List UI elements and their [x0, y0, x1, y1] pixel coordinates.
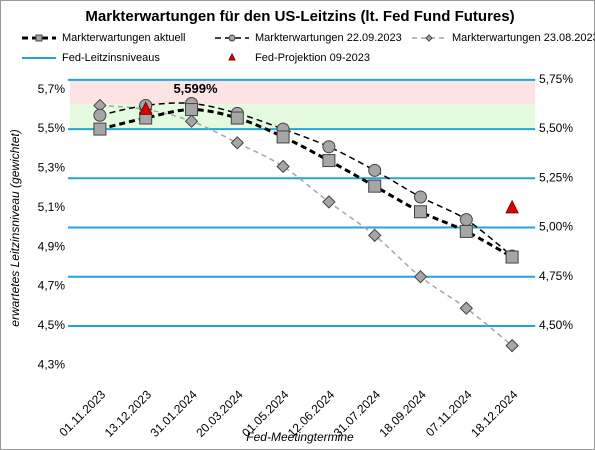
marker-circle — [228, 34, 236, 42]
marker-diamond — [230, 136, 245, 150]
y-tick-label: 5,1% — [38, 200, 66, 214]
legend-label: Fed-Projektion 09-2023 — [255, 52, 370, 64]
marker-circle — [322, 140, 336, 154]
y-tick-label: 4,9% — [38, 239, 66, 253]
marker-diamond — [459, 301, 474, 315]
legend-label: Markterwartungen 23.08.2023 — [452, 32, 595, 44]
value-label: 5,599% — [173, 81, 218, 96]
marker-diamond — [184, 114, 199, 128]
y-tick-label: 4,7% — [38, 279, 66, 293]
marker-circle — [414, 190, 427, 204]
y-tick-label: 5,7% — [38, 82, 66, 96]
marker-square — [230, 111, 244, 125]
marker-diamond — [322, 195, 336, 209]
y-tick-label: 5,5% — [38, 121, 66, 135]
y2-tick-label: 5,25% — [539, 170, 573, 184]
marker-circle — [93, 108, 107, 122]
marker-diamond — [413, 270, 428, 284]
marker-square — [459, 224, 473, 238]
marker-triangle — [505, 199, 519, 214]
marker-square — [505, 250, 519, 264]
marker-circle — [459, 213, 473, 227]
marker-square — [93, 122, 107, 136]
y2-tick-label: 5,00% — [539, 220, 573, 234]
series-line — [99, 108, 513, 259]
marker-diamond — [276, 159, 290, 174]
marker-square — [414, 205, 427, 219]
y2-tick-label: 5,50% — [539, 121, 573, 135]
y-tick-label: 5,3% — [38, 161, 66, 175]
y-axis-label: erwartetes Leitzinsniveau (gewichtet) — [8, 129, 22, 326]
marker-square — [276, 130, 290, 144]
legend-label: Markterwartungen aktuell — [62, 32, 186, 44]
marker-diamond — [425, 34, 433, 42]
marker-triangle — [228, 52, 236, 61]
series-line — [99, 102, 513, 257]
y2-tick-label: 4,75% — [539, 269, 573, 283]
marker-square — [35, 34, 43, 42]
legend-label: Fed-Leitzinsniveaus — [62, 52, 160, 64]
marker-triangle — [138, 101, 153, 115]
y-tick-label: 4,3% — [38, 357, 66, 371]
range-band — [70, 79, 535, 105]
marker-square — [322, 154, 336, 168]
x-axis-label: Fed-Meetingtermine — [246, 430, 354, 444]
marker-square — [368, 179, 382, 193]
chart-title: Markterwartungen für den US-Leitzins (lt… — [85, 8, 514, 25]
series-line — [99, 104, 513, 347]
legend-label: Markterwartungen 22.09.2023 — [255, 32, 402, 44]
y2-tick-label: 5,75% — [539, 72, 573, 86]
marker-square — [185, 103, 198, 117]
y2-tick-label: 4,50% — [539, 318, 573, 332]
marker-diamond — [505, 338, 519, 353]
y-tick-label: 4,5% — [38, 318, 66, 332]
marker-diamond — [367, 228, 382, 243]
marker-circle — [368, 163, 382, 177]
